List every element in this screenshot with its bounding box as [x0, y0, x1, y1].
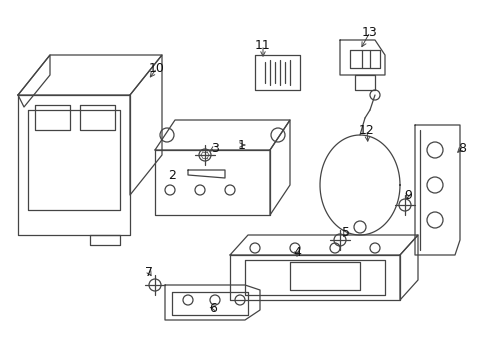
Text: 9: 9	[404, 189, 412, 202]
Text: 10: 10	[149, 62, 165, 75]
Text: 8: 8	[458, 141, 466, 154]
Text: 12: 12	[359, 123, 375, 136]
Text: 3: 3	[211, 141, 219, 154]
Text: 13: 13	[362, 26, 378, 39]
Text: 2: 2	[168, 168, 176, 181]
Text: 11: 11	[255, 39, 271, 51]
Text: 5: 5	[342, 225, 350, 239]
Text: 7: 7	[145, 266, 153, 279]
Text: 1: 1	[238, 139, 246, 152]
Text: 6: 6	[209, 302, 217, 315]
Text: 4: 4	[293, 246, 301, 258]
